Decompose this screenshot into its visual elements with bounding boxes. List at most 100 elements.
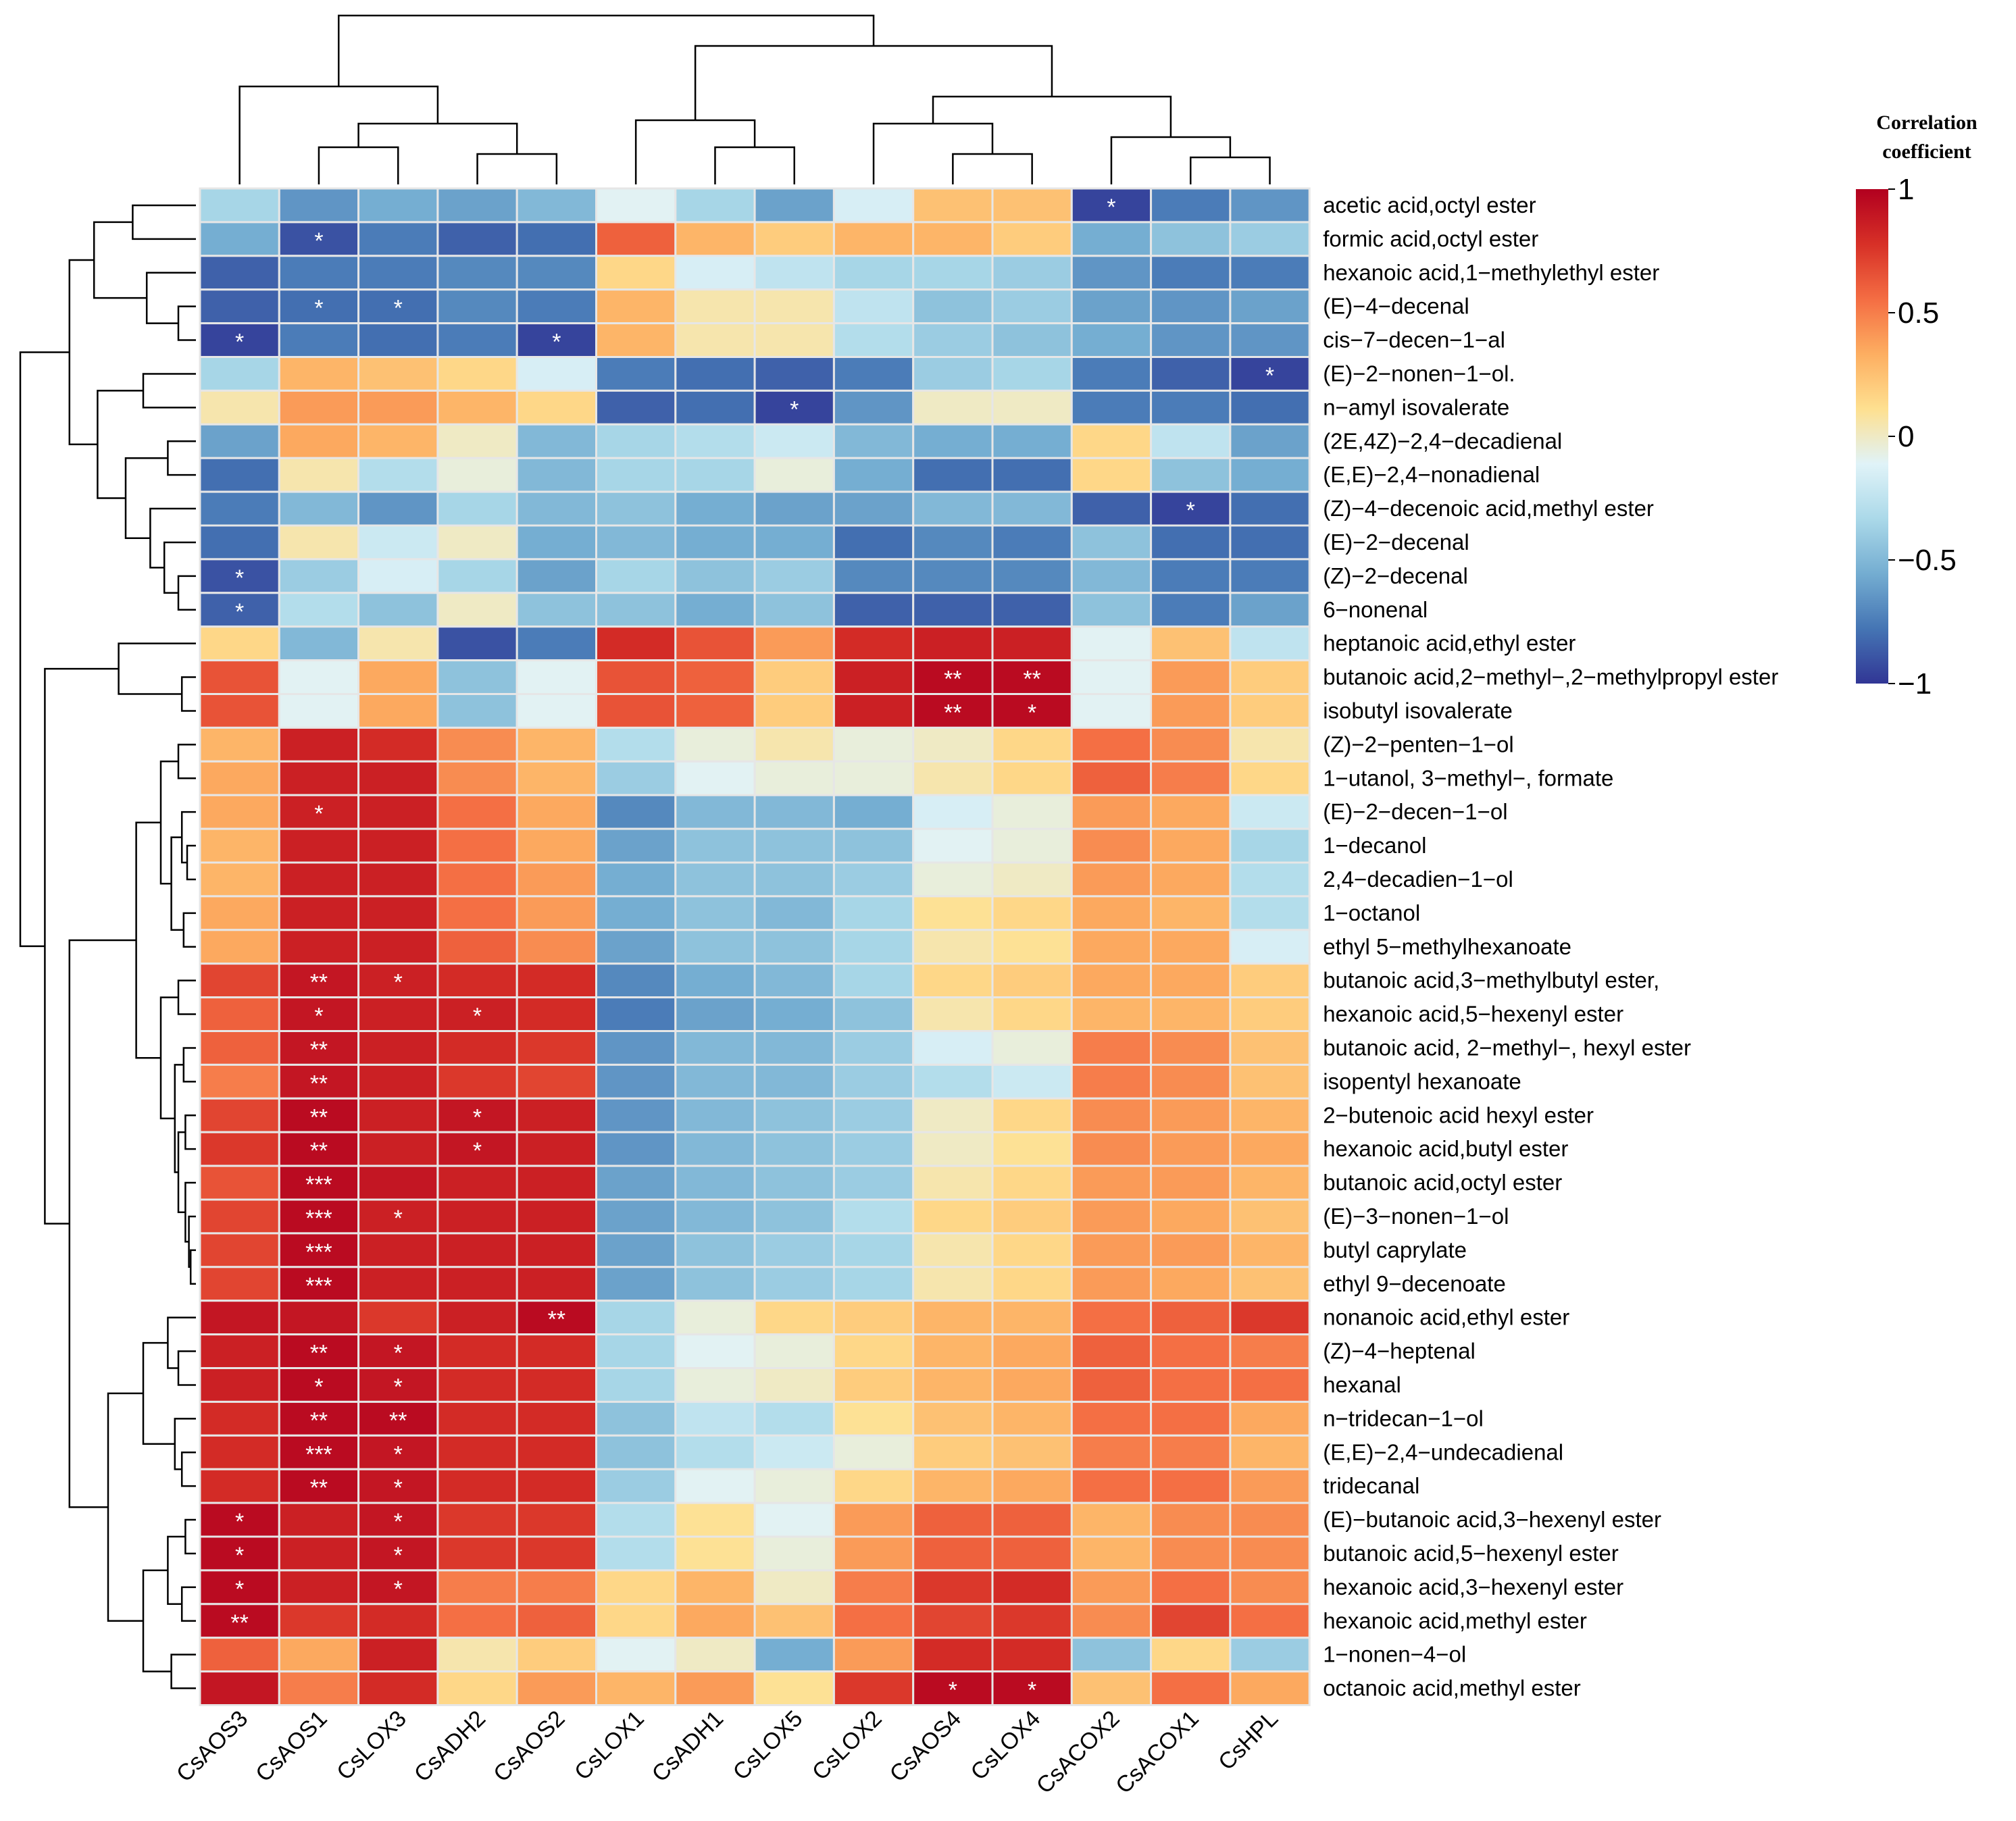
heatmap-cell xyxy=(991,1400,1073,1437)
heatmap-cell xyxy=(357,1367,439,1403)
heatmap-cell xyxy=(832,929,915,965)
heatmap-cell xyxy=(357,827,439,864)
heatmap-cell xyxy=(436,1637,518,1673)
heatmap-cell xyxy=(1070,356,1153,392)
heatmap-cell xyxy=(436,1164,518,1201)
heatmap-cell xyxy=(912,1333,994,1369)
heatmap-cell xyxy=(991,221,1073,257)
heatmap-cell xyxy=(1070,322,1153,359)
heatmap-cell xyxy=(1070,827,1153,864)
row-label: butanoic acid,octyl ester xyxy=(1323,1170,1562,1195)
heatmap-cell xyxy=(991,592,1073,628)
heatmap-cell xyxy=(753,187,835,224)
legend-tick-label: 1 xyxy=(1898,173,1914,206)
heatmap-cell xyxy=(436,255,518,291)
heatmap-cell xyxy=(674,1333,756,1369)
heatmap-cell xyxy=(674,963,756,999)
heatmap-cell xyxy=(674,827,756,864)
row-label: butanoic acid,5−hexenyl ester xyxy=(1323,1541,1619,1566)
heatmap-cell xyxy=(1229,1535,1311,1572)
heatmap-cell xyxy=(357,1097,439,1133)
heatmap-cell xyxy=(595,1300,677,1336)
significance-marker: * xyxy=(1265,363,1274,388)
heatmap-cell xyxy=(515,288,598,325)
heatmap-cell xyxy=(199,827,280,864)
heatmap-cell xyxy=(674,1637,756,1673)
heatmap-cell xyxy=(1070,726,1153,763)
heatmap-cell xyxy=(1150,659,1232,695)
row-label: butanoic acid,3−methylbutyl ester, xyxy=(1323,968,1659,993)
row-label: hexanoic acid,methyl ester xyxy=(1323,1608,1587,1633)
heatmap-cell xyxy=(1070,524,1153,561)
heatmap-cell xyxy=(832,457,915,493)
heatmap-cell xyxy=(357,1637,439,1673)
heatmap-cell xyxy=(357,659,439,695)
heatmap-cell xyxy=(753,1131,835,1167)
row-label: (2E,4Z)−2,4−decadienal xyxy=(1323,428,1562,453)
heatmap-cell xyxy=(436,389,518,426)
heatmap-cell xyxy=(199,1400,280,1437)
heatmap-cell xyxy=(199,1131,280,1167)
heatmap-cell xyxy=(1150,827,1232,864)
heatmap-cell xyxy=(436,1434,518,1470)
significance-marker: *** xyxy=(305,1172,332,1198)
heatmap-cell xyxy=(515,659,598,695)
heatmap-cell xyxy=(515,996,598,1032)
heatmap-cell xyxy=(674,1502,756,1538)
significance-marker: * xyxy=(314,1004,323,1029)
heatmap-cell xyxy=(753,1063,835,1100)
heatmap-cell xyxy=(991,1603,1073,1639)
heatmap-cell xyxy=(832,1434,915,1470)
heatmap-cell xyxy=(912,1164,994,1201)
significance-marker: * xyxy=(1028,1678,1036,1703)
heatmap-cell xyxy=(912,1131,994,1167)
heatmap-cell xyxy=(674,1670,756,1707)
heatmap-cell xyxy=(832,1266,915,1302)
heatmap-cell xyxy=(753,1434,835,1470)
heatmap-cell xyxy=(595,1097,677,1133)
heatmap-cell xyxy=(357,524,439,561)
heatmap-cell xyxy=(912,490,994,527)
row-label: octanoic acid,methyl ester xyxy=(1323,1676,1581,1701)
heatmap-cell xyxy=(357,1333,439,1369)
heatmap-cell xyxy=(674,1603,756,1639)
heatmap-cell xyxy=(912,1063,994,1100)
row-label: 1−octanol xyxy=(1323,900,1420,925)
heatmap-cell xyxy=(595,1198,677,1235)
heatmap-cell xyxy=(357,1232,439,1268)
heatmap-cell xyxy=(357,929,439,965)
heatmap-cell xyxy=(1229,1300,1311,1336)
heatmap-cell xyxy=(1229,1367,1311,1403)
heatmap-cell xyxy=(199,1030,280,1066)
heatmap-cell xyxy=(515,1232,598,1268)
heatmap-cell xyxy=(595,726,677,763)
heatmap-cell xyxy=(278,221,360,257)
heatmap-cell xyxy=(1229,1333,1311,1369)
heatmap-cell xyxy=(595,693,677,729)
significance-marker: ** xyxy=(548,1307,565,1333)
heatmap-cell xyxy=(1150,929,1232,965)
heatmap-cell xyxy=(1070,963,1153,999)
heatmap-cell xyxy=(278,1535,360,1572)
heatmap-cell xyxy=(1229,895,1311,931)
heatmap-cell xyxy=(832,1569,915,1606)
heatmap-cell xyxy=(1229,1164,1311,1201)
heatmap-cell xyxy=(674,996,756,1032)
heatmap-cell xyxy=(912,255,994,291)
heatmap-cell xyxy=(753,221,835,257)
heatmap-cell xyxy=(832,1670,915,1707)
heatmap-cell xyxy=(674,659,756,695)
heatmap-cell xyxy=(832,996,915,1032)
heatmap-cell xyxy=(595,929,677,965)
row-label: (E)−2−decenal xyxy=(1323,530,1469,555)
heatmap-cell xyxy=(357,558,439,594)
heatmap-cell xyxy=(595,760,677,796)
heatmap-cell xyxy=(595,356,677,392)
heatmap-cell xyxy=(1150,1535,1232,1572)
heatmap-cell xyxy=(595,221,677,257)
heatmap-cell xyxy=(912,1400,994,1437)
row-label: 6−nonenal xyxy=(1323,597,1428,622)
heatmap-cell xyxy=(674,1434,756,1470)
significance-marker: ** xyxy=(944,667,961,692)
heatmap-cell xyxy=(674,490,756,527)
